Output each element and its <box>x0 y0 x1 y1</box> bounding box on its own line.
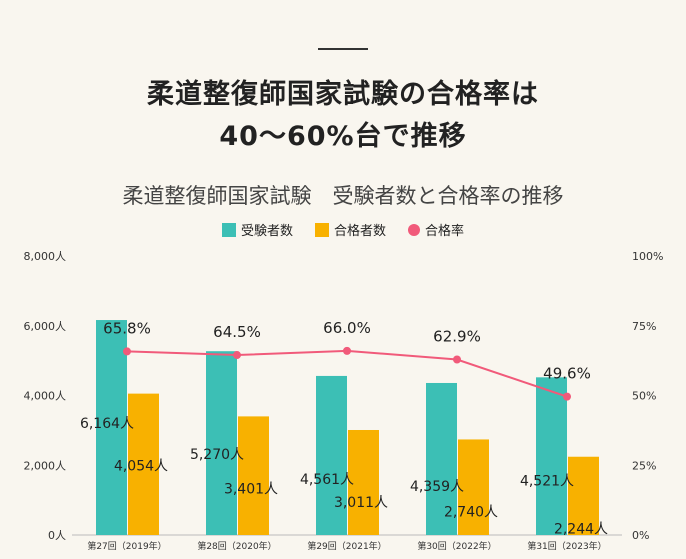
pass-rate-point <box>453 355 461 364</box>
y-left-tick-label: 4,000人 <box>24 390 67 403</box>
bar-applicants <box>536 377 567 535</box>
pass-rate-point <box>343 346 351 355</box>
bar-applicants <box>426 382 457 535</box>
x-tick-label: 第28回（2020年） <box>197 540 276 552</box>
data-label-applicants: 4,359人 <box>410 479 464 495</box>
headline-line-2: 40～60%台で推移 <box>219 121 467 152</box>
chart-legend: 受験者数 合格者数 合格率 <box>0 220 686 239</box>
data-label-applicants: 6,164人 <box>80 416 134 432</box>
y-right-tick-label: 50% <box>632 390 656 403</box>
legend-item-pass-rate: 合格率 <box>408 220 464 239</box>
x-tick-label: 第30回（2022年） <box>417 540 496 552</box>
bar-applicants <box>316 375 347 535</box>
bar-passers <box>458 439 489 535</box>
pass-rate-point <box>123 347 131 356</box>
headline-line-1: 柔道整復師国家試験の合格率は <box>147 79 539 110</box>
data-label-pass-rate: 49.6% <box>543 365 591 383</box>
legend-item-passers: 合格者数 <box>314 220 386 239</box>
legend-item-applicants: 受験者数 <box>221 220 293 239</box>
x-tick-label: 第31回（2023年） <box>527 540 606 552</box>
x-tick-label: 第29回（2021年） <box>307 540 386 552</box>
bar-passers <box>348 429 379 535</box>
bar-passers <box>568 456 599 535</box>
y-right-tick-label: 25% <box>632 459 656 472</box>
data-label-passers: 2,244人 <box>554 522 608 538</box>
bar-passers <box>128 393 159 535</box>
bar-applicants <box>206 351 237 535</box>
data-label-passers: 2,740人 <box>444 504 498 520</box>
y-right-tick-label: 0% <box>632 529 649 542</box>
legend-swatch-pass-rate <box>408 223 420 236</box>
x-tick-label: 第27回（2019年） <box>87 540 166 552</box>
chart-title: 柔道整復師国家試験 受験者数と合格率の推移 <box>122 184 564 208</box>
y-left-tick-label: 6,000人 <box>24 320 67 333</box>
data-label-pass-rate: 62.9% <box>433 328 481 346</box>
legend-swatch-applicants <box>221 222 236 237</box>
data-label-passers: 3,011人 <box>334 495 388 511</box>
data-label-applicants: 4,561人 <box>300 472 354 488</box>
y-left-tick-label: 8,000人 <box>24 250 67 263</box>
legend-label-passers: 合格者数 <box>333 224 386 239</box>
pass-rate-point <box>563 392 571 401</box>
bar-applicants <box>96 320 127 535</box>
legend-label-applicants: 受験者数 <box>240 224 293 239</box>
legend-swatch-passers <box>314 222 329 237</box>
y-left-tick-label: 2,000人 <box>24 459 67 472</box>
legend-label-pass-rate: 合格率 <box>425 224 465 239</box>
data-label-pass-rate: 65.8% <box>103 319 151 337</box>
data-label-applicants: 5,270人 <box>190 447 244 463</box>
data-label-pass-rate: 64.5% <box>213 323 261 341</box>
y-left-tick-label: 0人 <box>48 529 66 542</box>
y-right-tick-label: 100% <box>632 250 663 263</box>
bar-passers <box>238 416 269 535</box>
data-label-passers: 4,054人 <box>114 459 168 475</box>
data-label-passers: 3,401人 <box>224 481 278 497</box>
y-right-tick-label: 75% <box>632 320 656 333</box>
data-label-applicants: 4,521人 <box>520 473 574 489</box>
pass-rate-point <box>233 351 241 360</box>
title-rule <box>318 48 368 50</box>
data-label-pass-rate: 66.0% <box>323 319 371 337</box>
